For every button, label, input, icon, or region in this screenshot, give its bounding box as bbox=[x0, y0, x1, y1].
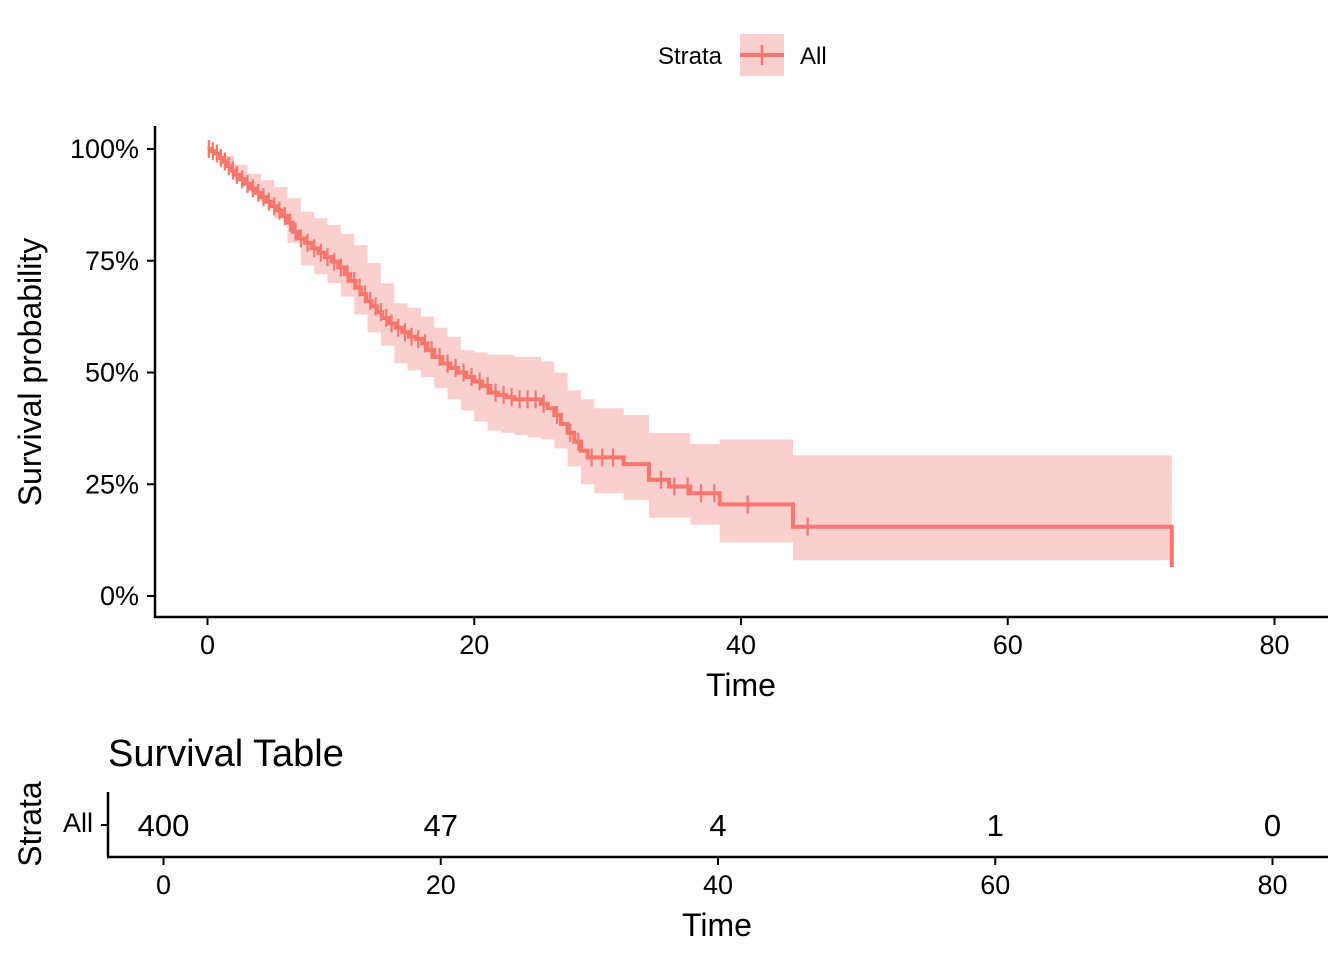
table-x-axis-ticks: 0 20 40 60 80 bbox=[156, 857, 1288, 900]
y-axis-label: Survival probability bbox=[12, 238, 48, 507]
table-x-tick-label: 60 bbox=[980, 870, 1010, 900]
x-tick-label: 80 bbox=[1259, 630, 1289, 660]
table-x-tick-label: 80 bbox=[1257, 870, 1287, 900]
y-tick-label: 50% bbox=[85, 358, 139, 388]
x-tick-label: 60 bbox=[993, 630, 1023, 660]
x-tick-label: 40 bbox=[726, 630, 756, 660]
table-x-tick-label: 40 bbox=[703, 870, 733, 900]
table-x-tick-label: 0 bbox=[156, 870, 171, 900]
table-strata-label-all: All bbox=[63, 808, 93, 838]
table-cell: 1 bbox=[987, 808, 1004, 843]
x-axis-label: Time bbox=[706, 667, 776, 703]
x-tick-label: 0 bbox=[200, 630, 215, 660]
confidence-band bbox=[207, 149, 1172, 561]
y-axis-ticks: 0% 25% 50% 75% 100% bbox=[70, 134, 155, 611]
table-cell: 0 bbox=[1264, 808, 1281, 843]
y-tick-label: 100% bbox=[70, 134, 139, 164]
x-axis-ticks: 0 20 40 60 80 bbox=[200, 617, 1290, 660]
table-cell: 400 bbox=[138, 808, 190, 843]
legend-title: Strata bbox=[658, 43, 723, 70]
censor-marks-layer bbox=[207, 140, 809, 536]
y-tick-label: 0% bbox=[100, 581, 139, 611]
table-y-axis-label: Strata bbox=[12, 781, 48, 867]
table-cell: 4 bbox=[709, 808, 726, 843]
table-title: Survival Table bbox=[108, 733, 344, 775]
table-x-axis-label: Time bbox=[682, 907, 752, 943]
survival-table: Survival Table Strata All 400 47 4 1 0 0 20 40… bbox=[12, 733, 1328, 943]
legend-entry-all: All bbox=[800, 43, 827, 70]
table-cell: 47 bbox=[424, 808, 458, 843]
y-tick-label: 75% bbox=[85, 246, 139, 276]
legend: Strata All bbox=[658, 34, 827, 76]
y-tick-label: 25% bbox=[85, 469, 139, 499]
table-cells: 400 47 4 1 0 bbox=[138, 808, 1281, 843]
table-x-tick-label: 20 bbox=[426, 870, 456, 900]
confidence-band-layer bbox=[207, 149, 1172, 561]
survival-plot: 0% 25% 50% 75% 100% 0 20 40 60 80 Time Survival … bbox=[12, 126, 1328, 703]
x-tick-label: 20 bbox=[459, 630, 489, 660]
